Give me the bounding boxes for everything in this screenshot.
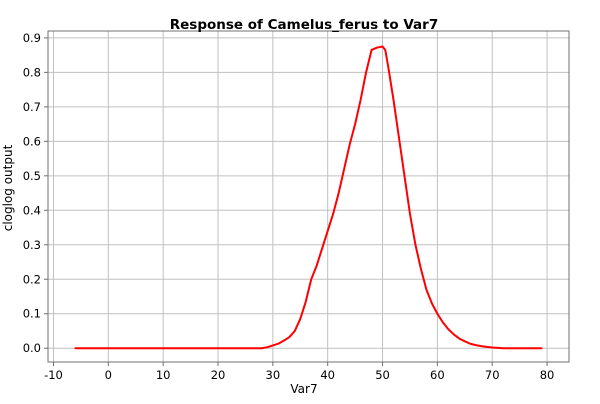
y-axis-label: cloglog output xyxy=(1,144,15,231)
y-tick-label: 0.5 xyxy=(23,169,41,183)
x-tick-label: 10 xyxy=(156,368,171,382)
x-tick-label: 0 xyxy=(105,368,112,382)
plot-frame xyxy=(47,30,570,363)
y-tick-label: 0.9 xyxy=(23,31,41,45)
x-tick-label: 60 xyxy=(430,368,445,382)
y-tick-label: 0.4 xyxy=(23,203,41,217)
x-tick-label: 20 xyxy=(211,368,226,382)
y-tick-label: 0.7 xyxy=(23,100,41,114)
chart-title: Response of Camelus_ferus to Var7 xyxy=(170,17,438,33)
x-tick-label: 70 xyxy=(485,368,500,382)
series-line-0 xyxy=(74,45,543,350)
plot-area xyxy=(48,31,569,362)
x-tick-label: -10 xyxy=(44,368,63,382)
x-tick-label: 40 xyxy=(320,368,335,382)
y-tick-label: 0.8 xyxy=(23,65,41,79)
x-tick-label: 50 xyxy=(375,368,390,382)
x-tick-label: 80 xyxy=(540,368,555,382)
x-tick-label: 30 xyxy=(266,368,281,382)
y-tick-label: 0.6 xyxy=(23,134,41,148)
y-tick-label: 0.1 xyxy=(23,307,41,321)
y-tick-label: 0.3 xyxy=(23,238,41,252)
x-axis-label: Var7 xyxy=(290,382,317,396)
y-tick-label: 0.2 xyxy=(23,272,41,286)
y-tick-label: 0.0 xyxy=(23,341,41,355)
